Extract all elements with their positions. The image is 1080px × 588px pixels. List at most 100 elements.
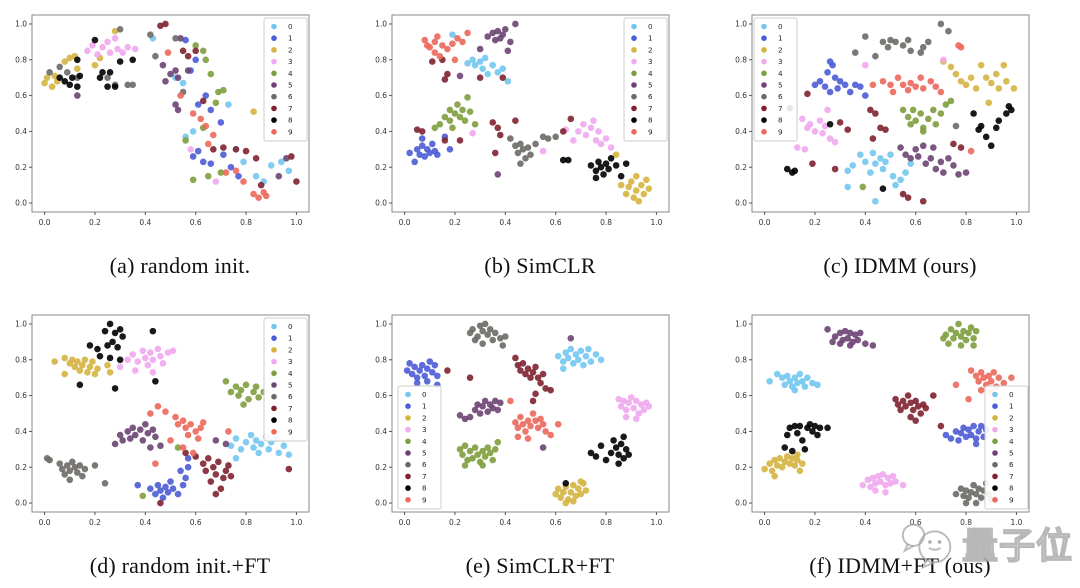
scatter-point-class-9 [177,92,184,99]
scatter-point-class-0 [773,370,781,378]
scatter-point-class-7 [199,97,207,105]
scatter-point-class-7 [222,467,230,475]
chart-svg-b: 0.0 0.2 0.4 0.6 0.8 1.0 0.0 0.2 0.4 0.6 0.8 1.0 0 1 2 3… [375,14,670,227]
legend-label-7: 7 [422,472,427,481]
scatter-point-class-3 [877,478,884,485]
y-tick-label: 1.0 [375,20,387,29]
scatter-point-class-3 [799,115,806,123]
scatter-point-class-9 [222,169,230,176]
scatter-point-class-3 [638,401,645,408]
scatter-point-class-0 [867,169,874,176]
scatter-point-class-9 [980,374,987,381]
scatter-point-class-3 [872,487,879,494]
scatter-point-class-9 [451,56,459,64]
scatter-point-class-8 [816,424,824,432]
legend-label-0: 0 [422,390,427,399]
scatter-point-class-1 [182,474,189,482]
subplot-b-plot: 0.0 0.2 0.4 0.6 0.8 1.0 0.0 0.2 0.4 0.6 0.8 1.0 0 1 2 3… [360,0,720,250]
scatter-point-class-8 [152,377,159,385]
scatter-point-class-6 [91,462,99,469]
scatter-point-class-5 [567,334,575,342]
scatter-point-class-3 [104,38,111,46]
scatter-point-class-2 [61,354,69,362]
scatter-point-class-1 [423,365,431,373]
legend-label-9: 9 [288,127,293,136]
scatter-point-class-7 [184,52,192,60]
scatter-point-class-3 [94,51,101,58]
scatter-point-class-8 [992,124,1000,132]
scatter-point-class-4 [242,381,250,389]
scatter-point-class-0 [255,449,262,457]
scatter-point-class-7 [157,499,164,507]
scatter-point-class-1 [434,372,441,380]
scatter-point-class-6 [924,38,932,46]
legend-label-8: 8 [422,484,427,493]
legend-swatch-6 [992,461,998,468]
scatter-point-class-4 [235,392,242,399]
x-tick-label: 0.6 [190,218,202,227]
legend-swatch-9 [271,429,277,435]
legend-box [263,17,308,142]
scatter-point-class-6 [512,142,519,150]
y-tick-label: 0.4 [15,427,27,436]
scatter-point-class-0 [285,451,293,458]
scatter-point-class-8 [559,156,567,164]
scatter-point-class-9 [431,49,439,56]
scatter-point-class-1 [446,146,454,153]
scatter-point-class-6 [899,42,907,49]
legend-swatch-0 [761,23,767,30]
legend-label-6: 6 [1009,460,1014,469]
scatter-point-class-3 [602,135,610,142]
scatter-point-class-9 [514,433,522,441]
scatter-point-class-0 [849,162,857,169]
scatter-point-class-5 [945,154,952,162]
scatter-point-class-9 [197,424,205,432]
scatter-point-class-5 [940,169,947,176]
scatter-point-class-4 [484,444,491,451]
legend-label-5: 5 [1009,449,1014,458]
x-tick-label: 0.6 [910,218,922,227]
scatter-point-class-8 [970,110,977,117]
scatter-point-class-9 [162,408,169,416]
scatter-point-class-4 [912,117,919,124]
scatter-point-class-3 [622,406,630,414]
scatter-point-class-2 [776,454,783,462]
scatter-point-class-0 [577,347,585,355]
scatter-point-class-3 [590,117,597,124]
scatter-point-class-6 [975,485,982,493]
scatter-point-class-3 [874,472,882,480]
scatter-point-class-9 [539,420,547,428]
scatter-point-class-9 [439,42,446,49]
x-tick-label: 0.0 [39,518,51,527]
scatter-point-class-2 [640,190,648,198]
scatter-point-class-4 [232,383,240,390]
scatter-point-class-2 [91,61,99,69]
legend-label-5: 5 [422,449,427,458]
scatter-point-class-7 [872,110,879,117]
scatter-point-class-2 [567,489,575,496]
scatter-point-class-0 [278,158,285,166]
scatter-point-class-1 [831,74,839,81]
x-tick-label: 1.0 [650,218,662,227]
scatter-point-class-2 [962,81,970,89]
legend-swatch-2 [761,47,767,53]
scatter-point-class-3 [159,360,167,367]
scatter-point-class-9 [202,122,210,130]
scatter-point-class-5 [489,29,497,37]
scatter-point-class-7 [519,360,527,367]
scatter-point-class-4 [139,492,147,500]
scatter-point-class-5 [461,415,469,423]
scatter-point-class-0 [265,446,273,453]
scatter-point-class-8 [799,437,806,444]
legend-label-0: 0 [288,322,293,331]
scatter-point-class-6 [81,465,89,473]
legend-swatch-8 [631,117,637,123]
scatter-point-class-1 [403,367,411,374]
x-tick-label: 0.2 [89,518,101,527]
scatter-point-class-1 [426,149,434,157]
legend-swatch-7 [271,105,277,112]
x-tick-label: 0.4 [139,518,151,527]
scatter-point-class-3 [106,49,114,56]
scatter-point-class-0 [504,77,512,85]
scatter-point-class-0 [902,169,909,176]
